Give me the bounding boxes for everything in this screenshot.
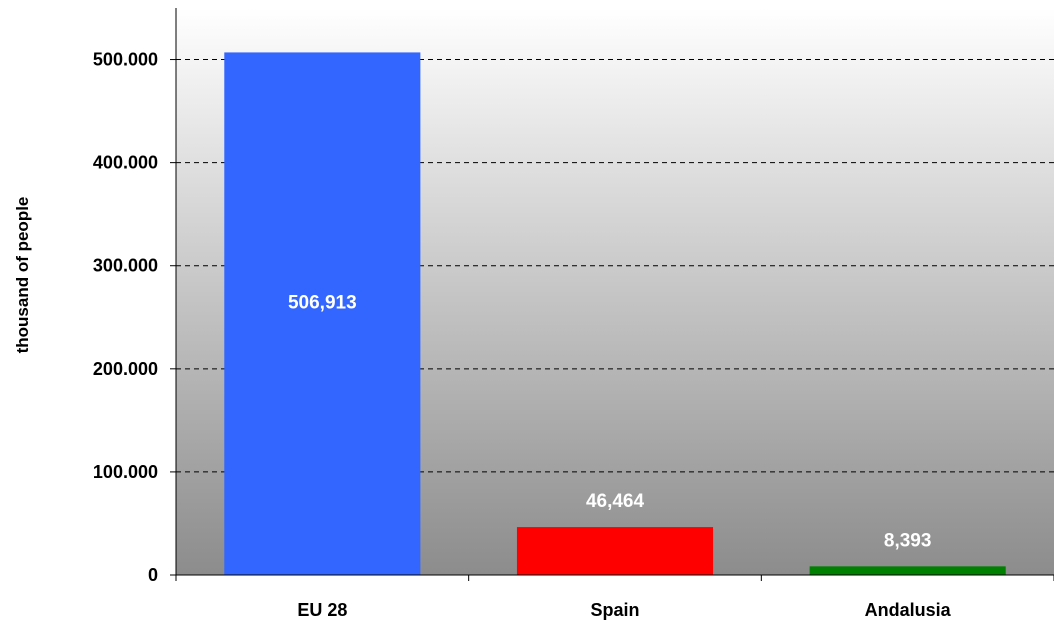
y-tick-label: 0 [148,565,158,585]
y-tick-label: 400.000 [93,153,158,173]
data-label: 506,913 [288,292,357,313]
y-tick-label: 200.000 [93,359,158,379]
bars [224,52,1006,576]
y-tick-label: 300.000 [93,256,158,276]
x-tick-label: Spain [590,600,639,620]
data-label: 46,464 [586,491,645,512]
labels: 506,913 EU 28 46,464 Spain 8,393 Andalusia [288,292,952,620]
axes: 0 100.000 200.000 300.000 400.000 500.000 [93,8,1054,585]
data-label: 8,393 [884,530,932,551]
y-tick-label: 100.000 [93,462,158,482]
x-tick-label: Andalusia [865,600,952,620]
y-axis-title: thousand of people [13,197,32,354]
bar-spain [516,527,714,575]
bar-andalusia [809,566,1006,575]
y-tick-label: 500.000 [93,50,158,70]
x-tick-label: EU 28 [297,600,347,620]
bar-eu-28 [224,52,421,576]
